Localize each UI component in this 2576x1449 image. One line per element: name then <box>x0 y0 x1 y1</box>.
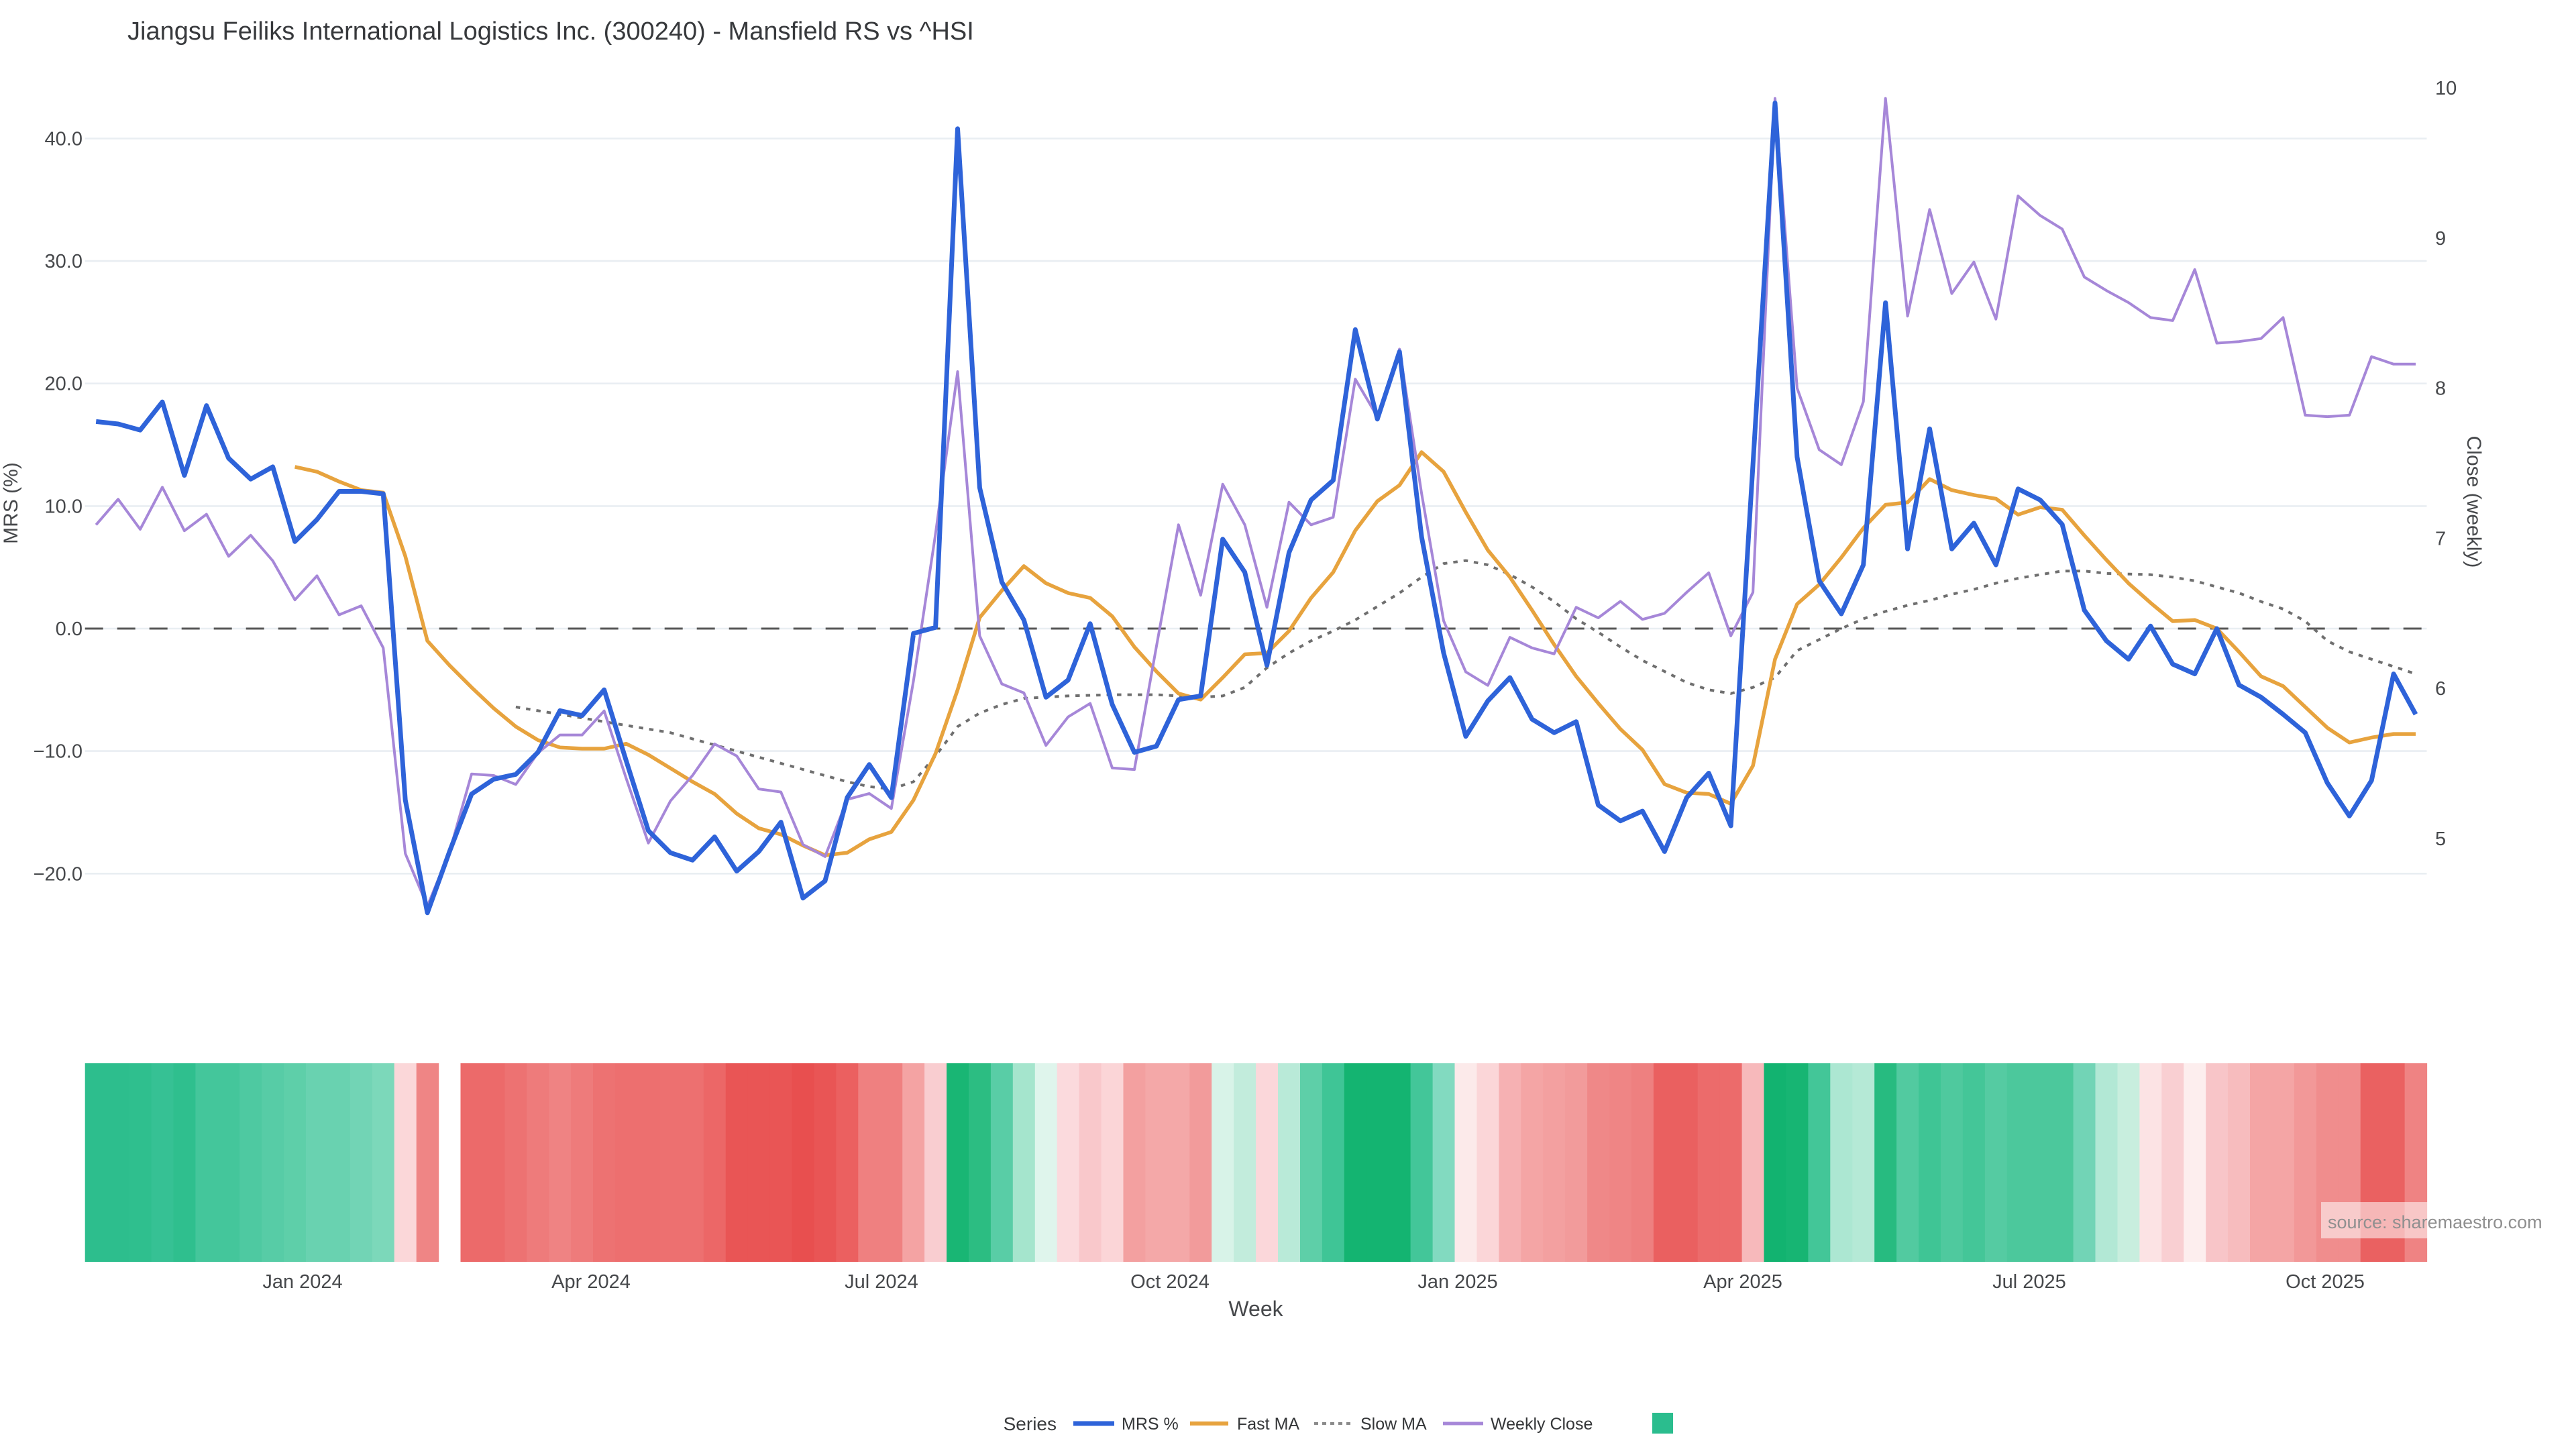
svg-text:40.0: 40.0 <box>45 129 83 150</box>
svg-text:MRS %: MRS % <box>1122 1415 1179 1434</box>
svg-text:5: 5 <box>2435 828 2446 850</box>
svg-text:30.0: 30.0 <box>45 251 83 272</box>
svg-text:Oct 2025: Oct 2025 <box>2286 1271 2365 1293</box>
svg-text:Jan 2025: Jan 2025 <box>1417 1271 1497 1293</box>
svg-text:Jan 2024: Jan 2024 <box>262 1271 342 1293</box>
svg-text:10.0: 10.0 <box>45 496 83 517</box>
svg-text:Jul 2025: Jul 2025 <box>1992 1271 2066 1293</box>
svg-text:Week: Week <box>1228 1297 1283 1321</box>
svg-text:Fast MA: Fast MA <box>1237 1415 1299 1434</box>
svg-text:Jul 2024: Jul 2024 <box>845 1271 918 1293</box>
svg-text:−10.0: −10.0 <box>34 741 83 763</box>
svg-text:Series: Series <box>1004 1413 1057 1434</box>
svg-text:10: 10 <box>2435 78 2457 99</box>
svg-text:8: 8 <box>2435 378 2446 400</box>
svg-text:Close (weekly): Close (weekly) <box>2463 436 2485 568</box>
svg-text:−20.0: −20.0 <box>34 863 83 885</box>
svg-text:0.0: 0.0 <box>56 619 83 640</box>
svg-text:Weekly Close: Weekly Close <box>1491 1415 1593 1434</box>
svg-text:Jiangsu Feiliks International: Jiangsu Feiliks International Logistics … <box>127 17 974 46</box>
svg-text:9: 9 <box>2435 228 2446 250</box>
svg-text:6: 6 <box>2435 678 2446 700</box>
svg-text:Apr 2024: Apr 2024 <box>551 1271 631 1293</box>
svg-text:20.0: 20.0 <box>45 374 83 395</box>
svg-text:source: sharemaestro.com: source: sharemaestro.com <box>2328 1212 2542 1232</box>
svg-text:7: 7 <box>2435 528 2446 549</box>
svg-text:Slow MA: Slow MA <box>1360 1415 1427 1434</box>
svg-text:MRS (%): MRS (%) <box>0 462 22 544</box>
svg-text:Oct 2024: Oct 2024 <box>1130 1271 1210 1293</box>
svg-text:Apr 2025: Apr 2025 <box>1703 1271 1782 1293</box>
